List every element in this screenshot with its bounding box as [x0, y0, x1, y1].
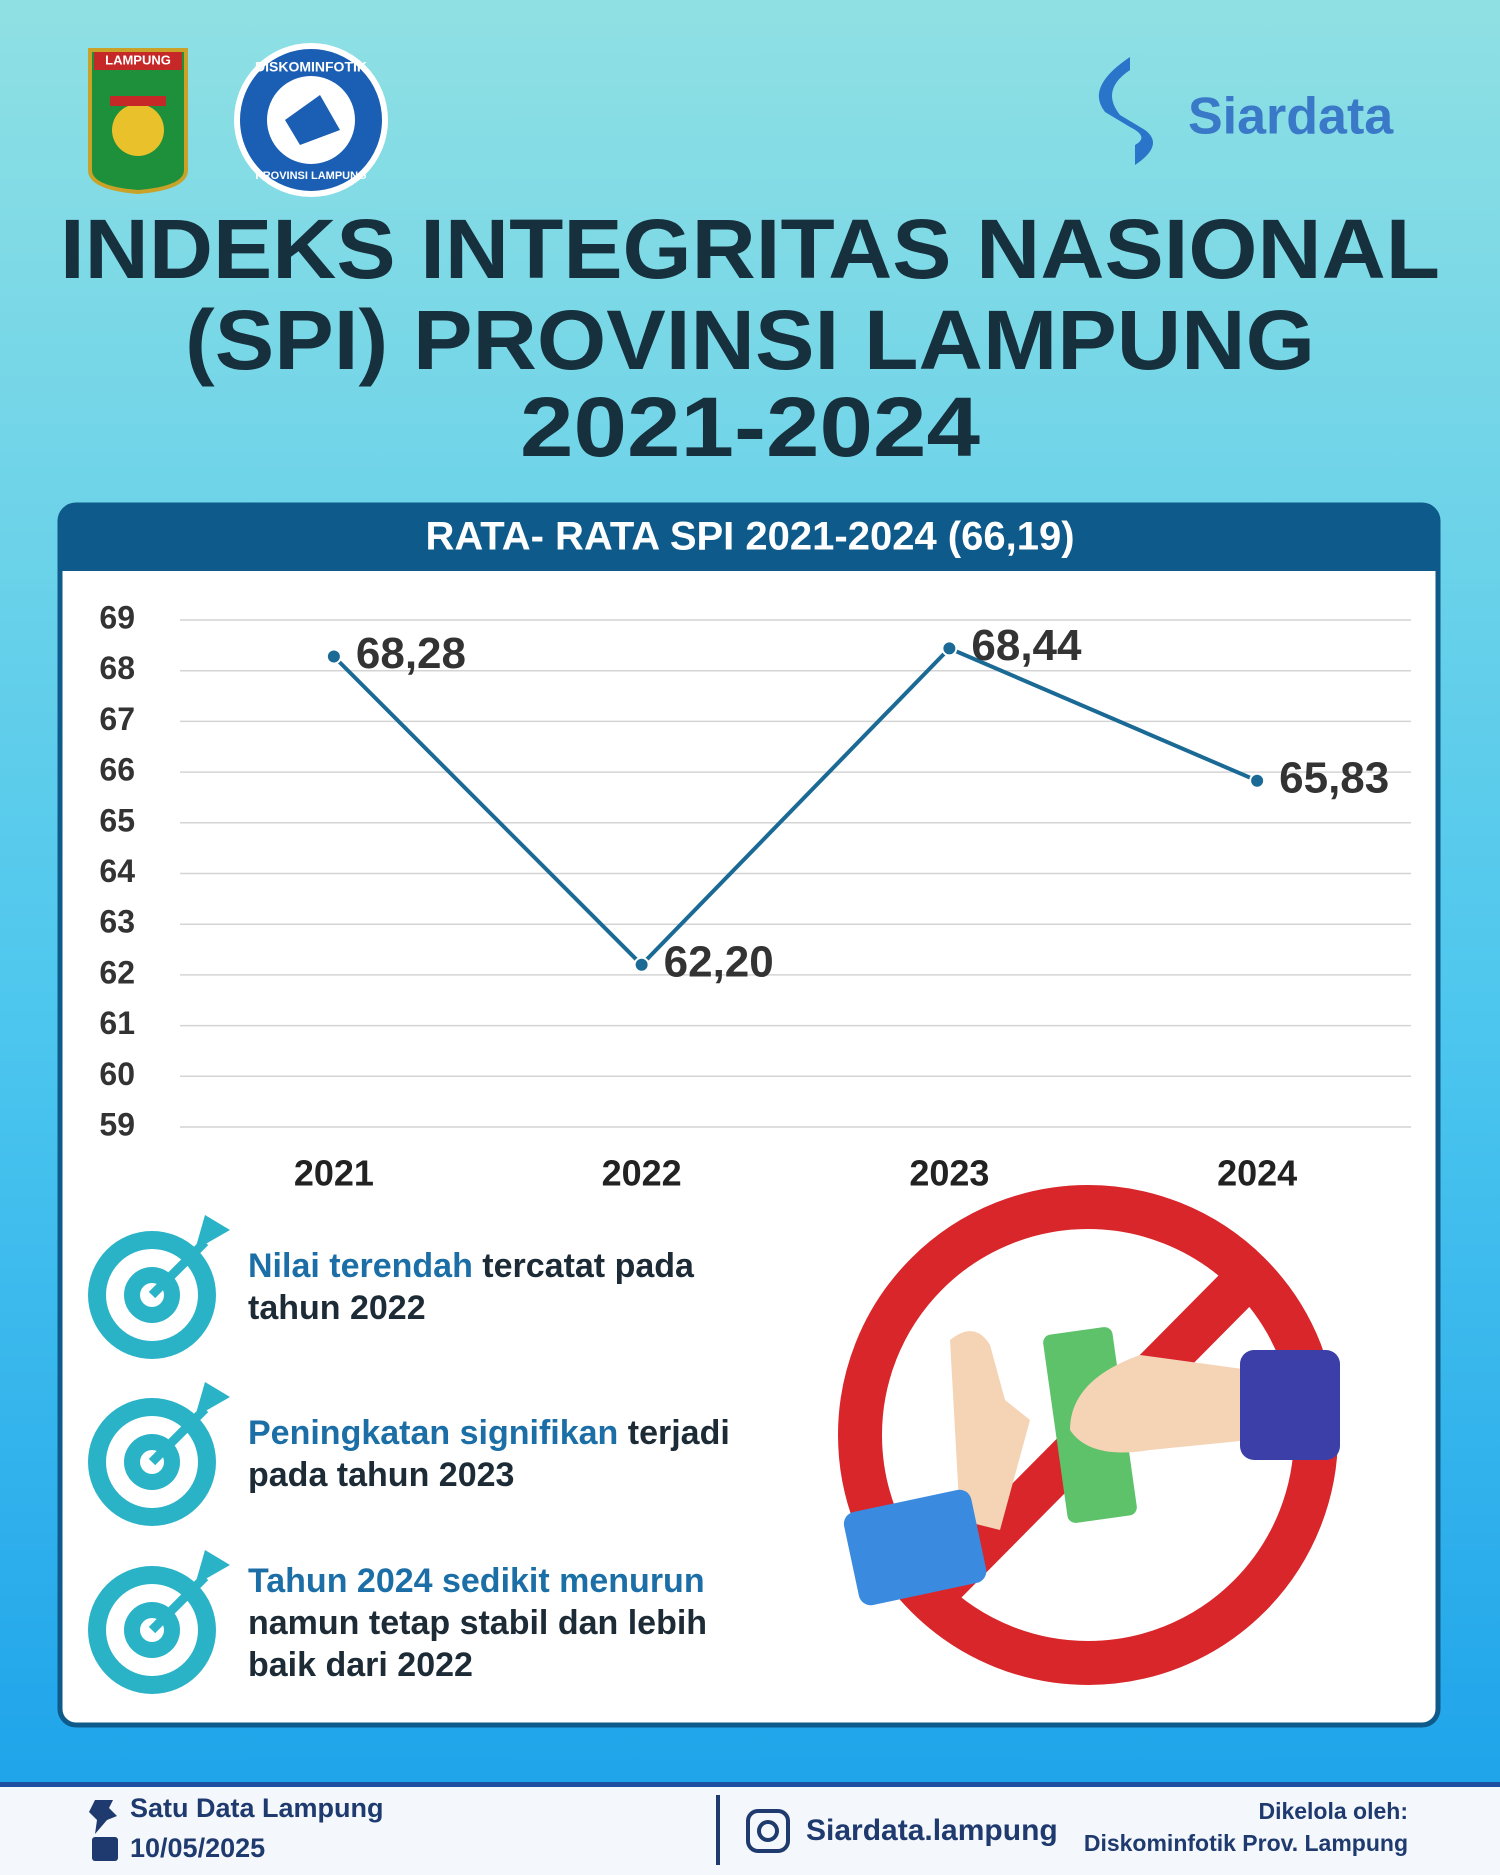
note-text: terjadi pada tahun 2023 — [248, 1414, 730, 1494]
chart-card — [57, 502, 1441, 1728]
card-header — [60, 505, 1438, 571]
icon-arrow — [148, 1573, 209, 1634]
y-tick-label: 61 — [99, 1005, 135, 1041]
icon-arrow-head — [195, 1550, 230, 1585]
y-tick-label: 60 — [99, 1056, 135, 1092]
target-icon — [88, 1215, 230, 1359]
title-line: INDEKS INTEGRITAS NASIONAL — [60, 202, 1440, 296]
footer-instagram: Siardata.lampung — [806, 1814, 1058, 1847]
footer-managed-label: Dikelola oleh: — [1258, 1798, 1408, 1824]
data-point — [633, 956, 650, 973]
y-tick-label: 66 — [99, 752, 135, 788]
y-tick-label: 68 — [99, 650, 135, 686]
x-tick-label: 2022 — [602, 1153, 682, 1194]
note-highlight: Peningkatan signifikan — [248, 1414, 619, 1452]
footer-source: Satu Data Lampung — [130, 1793, 384, 1823]
logo-text: PROVINSI LAMPUNG — [255, 170, 366, 182]
note-highlight: Nilai terendah — [248, 1247, 473, 1285]
note: Tahun 2024 sedikit menurun namun tetap s… — [248, 1560, 768, 1686]
footer-managed-by: Diskominfotik Prov. Lampung — [1084, 1830, 1408, 1856]
title-line: (SPI) PROVINSI LAMPUNG — [185, 293, 1315, 387]
data-line — [332, 646, 1258, 968]
logo-diskominfotik: DISKOMINFOTIK PROVINSI LAMPUNG — [234, 43, 388, 197]
target-icon — [88, 1550, 230, 1694]
data-label: 62,20 — [664, 937, 774, 986]
data-point — [941, 640, 958, 657]
data-label: 68,44 — [971, 621, 1082, 670]
target-icon — [88, 1382, 230, 1526]
logo-text: LAMPUNG — [105, 52, 171, 67]
logo-lampung: LAMPUNG — [88, 48, 188, 195]
y-tick-label: 64 — [99, 853, 135, 889]
data-label: 65,83 — [1279, 753, 1389, 802]
note-highlight: Tahun 2024 sedikit menurun — [248, 1562, 705, 1600]
logo-text: DISKOMINFOTIK — [255, 59, 367, 75]
pin-icon — [89, 1800, 117, 1834]
data-point — [325, 648, 342, 665]
footer-date: 10/05/2025 — [130, 1833, 265, 1863]
x-tick-label: 2021 — [294, 1153, 374, 1194]
instagram-icon — [746, 1809, 790, 1853]
note: Nilai terendah tercatat pada tahun 2022 — [248, 1245, 768, 1329]
footer-border — [0, 1782, 1500, 1787]
y-tick-label: 63 — [99, 904, 135, 940]
y-tick-label: 65 — [99, 802, 135, 838]
note-text: namun tetap stabil dan lebih baik dari 2… — [248, 1604, 708, 1684]
chart-title: RATA- RATA SPI 2021-2024 (66,19) — [425, 515, 1074, 559]
note-text: tercatat pada tahun 2022 — [248, 1247, 694, 1327]
icon-arrow-head — [195, 1215, 230, 1250]
x-tick-label: 2023 — [909, 1153, 989, 1194]
y-tick-label: 62 — [99, 954, 135, 990]
data-label: 68,28 — [356, 629, 466, 678]
icon-arrow — [148, 1238, 209, 1299]
instagram-icon — [757, 1820, 779, 1842]
calendar-icon — [92, 1837, 118, 1861]
note: Peningkatan signifikan terjadi pada tahu… — [248, 1412, 768, 1496]
brand-name: Siardata — [1188, 88, 1394, 146]
icon-arrow-head — [195, 1382, 230, 1417]
illustration — [838, 1185, 1340, 1685]
data-point — [1249, 772, 1266, 789]
y-tick-label: 69 — [99, 599, 135, 635]
brand-logo: Siardata — [1098, 57, 1394, 165]
x-tick-label: 2024 — [1217, 1153, 1297, 1194]
title-line: 2021-2024 — [520, 380, 980, 474]
icon-arrow — [148, 1405, 209, 1466]
y-tick-label: 59 — [99, 1106, 135, 1142]
y-tick-label: 67 — [99, 701, 135, 737]
